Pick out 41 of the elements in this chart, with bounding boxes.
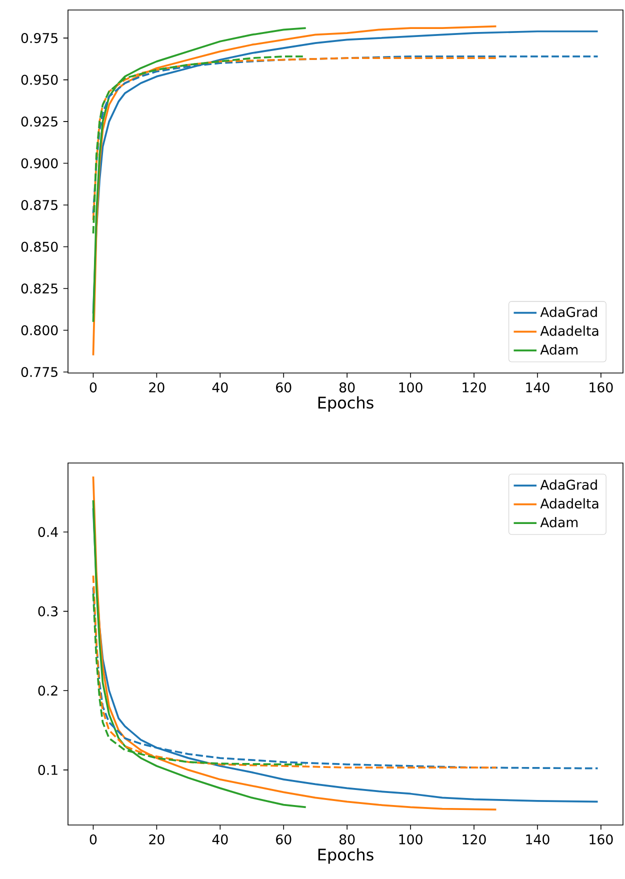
y-tick-label: 0.950 (21, 74, 58, 85)
legend-label: AdaGrad (540, 479, 597, 490)
y-tick-label: 0.4 (38, 526, 58, 538)
y-tick-label: 0.800 (21, 325, 58, 336)
y-tick-label: 0.825 (21, 283, 58, 294)
line-series (92, 499, 307, 808)
legend-label: Adadelta (540, 498, 598, 509)
x-tick-label: 60 (276, 382, 292, 392)
x-tick-label: 40 (212, 382, 228, 392)
y-tick-label: 0.900 (21, 158, 58, 168)
y-tick-label: 0.875 (21, 200, 58, 210)
x-tick-label: 120 (462, 382, 486, 392)
x-tick-label: 120 (462, 834, 486, 844)
x-tick-label: 160 (590, 834, 613, 844)
x-tick-label: 140 (526, 382, 550, 392)
x-tick-label: 80 (339, 834, 355, 844)
x-tick-label: 160 (590, 382, 613, 392)
x-axis-title: Epochs (318, 396, 374, 412)
legend-label: Adam (540, 344, 578, 355)
y-tick-label: 0.925 (21, 116, 58, 127)
legend-label: Adam (540, 517, 578, 528)
x-tick-label: 40 (212, 834, 228, 844)
line-series (92, 27, 307, 323)
x-tick-label: 20 (149, 382, 164, 392)
legend-label: Adadelta (540, 326, 598, 336)
x-tick-label: 80 (339, 382, 355, 392)
x-tick-label: 0 (90, 382, 97, 392)
y-tick-label: 0.975 (21, 32, 58, 44)
x-tick-label: 20 (149, 834, 164, 844)
x-tick-label: 100 (399, 382, 422, 392)
y-tick-label: 0.2 (38, 686, 58, 696)
x-tick-label: 140 (526, 834, 550, 844)
x-tick-label: 0 (90, 834, 97, 844)
y-tick-label: 0.3 (38, 606, 58, 616)
y-tick-label: 0.775 (21, 366, 58, 378)
legend-label: AdaGrad (540, 306, 597, 318)
x-tick-label: 100 (399, 834, 422, 844)
y-tick-label: 0.1 (38, 764, 58, 775)
y-tick-label: 0.850 (21, 242, 58, 252)
x-axis-title: Epochs (318, 848, 374, 864)
x-tick-label: 60 (276, 834, 292, 844)
